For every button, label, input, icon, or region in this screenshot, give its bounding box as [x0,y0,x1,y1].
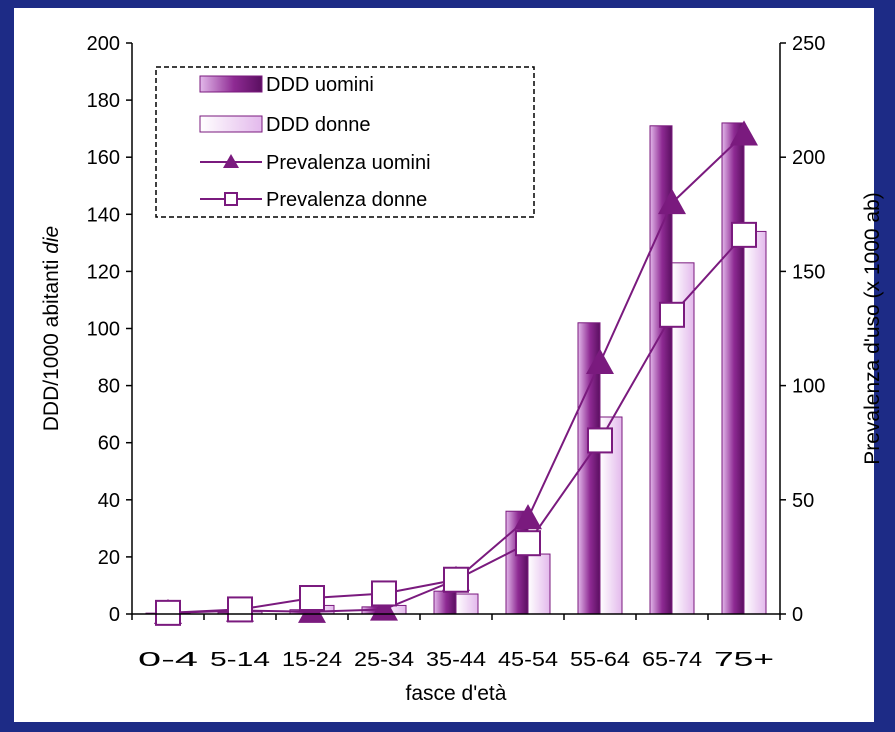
y-tick-label: 160 [87,147,120,169]
y-tick-label: 20 [98,547,120,569]
y2-axis-title: Prevalenza d'uso (x 1000 ab) [861,192,884,465]
legend-label-prev-men: Prevalenza uomini [266,152,431,174]
y2-tick-label: 250 [792,33,825,55]
y-tick-label: 40 [98,490,120,512]
y-tick-label: 100 [87,319,120,341]
legend-triangle-marker [223,154,239,168]
x-tick-label: 5-14 [210,649,270,671]
legend-swatch-men [199,75,263,93]
bar-men-35-44 [433,590,457,615]
x-tick-label: 0-4 [138,649,198,671]
marker-triangle-65-74 [658,188,686,215]
y-tick-label: 180 [87,90,120,112]
axes-layer: 0 20 40 60 80 100 120 140 160 180 200 0 50 100 150 200 2… [40,33,884,705]
marker-square-65-74 [659,301,685,328]
bars-layer [145,122,767,615]
legend-square-marker [224,192,238,206]
y-tick-label: 120 [87,261,120,283]
legend-label-men: DDD uomini [266,74,374,96]
y-tick-label: 200 [87,33,120,55]
bar-women-75+ [743,230,767,615]
legend-label-prev-women: Prevalenza donne [266,189,427,211]
legend-swatch-women [199,115,263,133]
x-tick-label: 65-74 [642,649,702,671]
y-tick-label: 80 [98,376,120,398]
x-tick-label: 25-34 [354,649,414,671]
legend: DDD uomini DDD donne Prevalenza uomini Prev… [155,66,535,218]
marker-square-0-4 [155,599,181,626]
bar-men-75+ [721,122,745,615]
marker-triangle-75+ [730,120,758,146]
marker-square-25-34 [371,580,397,607]
x-tick-label: 15-24 [282,649,342,671]
x-tick-label: 55-64 [570,649,630,671]
x-tick-label: 35-44 [426,649,486,671]
legend-label-women: DDD donne [266,114,371,136]
y2-tick-label: 150 [792,261,825,283]
y2-tick-label: 200 [792,147,825,169]
lines-layer [154,120,758,626]
x-tick-label: 75+ [714,649,774,671]
x-tick-label: 45-54 [498,649,558,671]
marker-square-55-64 [587,427,613,454]
marker-triangle-55-64 [586,348,614,374]
y-axis-title: DDD/1000 abitanti die [40,226,63,431]
marker-triangle-45-54 [514,504,542,530]
marker-square-75+ [731,221,757,248]
x-axis-title: fasce d'età [406,682,507,705]
bar-women-45-54 [527,553,551,615]
marker-square-5-14 [227,596,253,623]
y-tick-label: 140 [87,204,120,226]
y2-tick-label: 100 [792,376,825,398]
bar-women-35-44 [455,593,479,615]
marker-square-45-54 [515,530,541,557]
y2-tick-label: 50 [792,490,814,512]
y-tick-label: 0 [109,604,120,626]
y2-tick-label: 0 [792,604,803,626]
marker-square-35-44 [443,566,469,593]
y-tick-label: 60 [98,433,120,455]
marker-square-15-24 [299,585,325,612]
